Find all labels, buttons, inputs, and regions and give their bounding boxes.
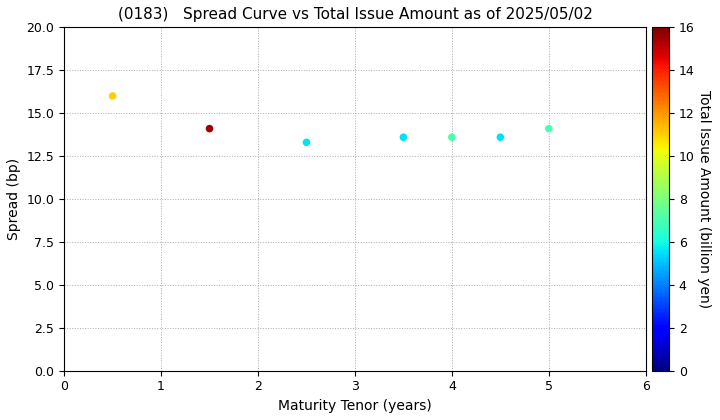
Point bbox=[543, 125, 554, 132]
Title: (0183)   Spread Curve vs Total Issue Amount as of 2025/05/02: (0183) Spread Curve vs Total Issue Amoun… bbox=[117, 7, 593, 22]
Point bbox=[204, 125, 215, 132]
Y-axis label: Spread (bp): Spread (bp) bbox=[7, 158, 21, 240]
X-axis label: Maturity Tenor (years): Maturity Tenor (years) bbox=[278, 399, 432, 413]
Point bbox=[495, 134, 506, 141]
Point bbox=[301, 139, 312, 146]
Point bbox=[107, 93, 118, 100]
Point bbox=[446, 134, 458, 141]
Y-axis label: Total Issue Amount (billion yen): Total Issue Amount (billion yen) bbox=[698, 90, 711, 308]
Point bbox=[397, 134, 409, 141]
